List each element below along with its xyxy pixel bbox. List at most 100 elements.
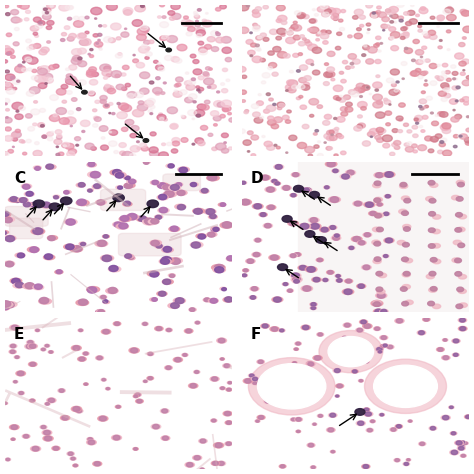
Circle shape — [35, 142, 39, 145]
Circle shape — [283, 185, 290, 190]
Circle shape — [402, 78, 404, 80]
Circle shape — [32, 69, 37, 73]
Circle shape — [220, 203, 226, 206]
Circle shape — [197, 104, 206, 110]
Circle shape — [377, 138, 383, 142]
Circle shape — [389, 7, 398, 13]
Circle shape — [332, 9, 341, 14]
Circle shape — [311, 64, 314, 65]
Circle shape — [71, 457, 75, 460]
Circle shape — [401, 389, 406, 392]
Ellipse shape — [101, 329, 111, 334]
Ellipse shape — [43, 436, 53, 441]
Circle shape — [317, 7, 326, 12]
Ellipse shape — [426, 197, 434, 201]
Ellipse shape — [441, 415, 450, 420]
Circle shape — [196, 30, 205, 36]
Ellipse shape — [377, 350, 383, 353]
Circle shape — [91, 146, 96, 150]
Circle shape — [314, 356, 321, 360]
Ellipse shape — [263, 375, 271, 380]
Ellipse shape — [364, 412, 373, 416]
Circle shape — [327, 161, 335, 167]
Circle shape — [443, 123, 448, 127]
Circle shape — [449, 406, 453, 409]
Circle shape — [56, 154, 60, 156]
Circle shape — [220, 358, 224, 360]
Circle shape — [55, 130, 62, 134]
Circle shape — [443, 339, 447, 341]
Circle shape — [264, 109, 270, 113]
Ellipse shape — [162, 247, 173, 253]
Circle shape — [91, 72, 99, 77]
Circle shape — [73, 246, 82, 252]
Circle shape — [269, 98, 273, 101]
Circle shape — [108, 287, 117, 293]
Circle shape — [366, 3, 373, 8]
Circle shape — [370, 136, 373, 137]
Circle shape — [378, 132, 383, 135]
Ellipse shape — [10, 325, 20, 330]
Ellipse shape — [374, 173, 384, 178]
Circle shape — [358, 284, 365, 288]
Circle shape — [218, 338, 225, 343]
Circle shape — [283, 54, 290, 58]
Ellipse shape — [458, 289, 466, 293]
Circle shape — [43, 14, 51, 19]
Circle shape — [161, 258, 170, 264]
Circle shape — [147, 99, 155, 104]
Ellipse shape — [46, 164, 56, 169]
Circle shape — [309, 19, 316, 23]
Circle shape — [455, 258, 462, 263]
Circle shape — [99, 126, 108, 131]
Circle shape — [102, 70, 112, 76]
Circle shape — [451, 450, 457, 455]
Circle shape — [67, 17, 72, 20]
Circle shape — [32, 447, 39, 451]
Ellipse shape — [76, 300, 89, 305]
Circle shape — [65, 117, 76, 124]
Circle shape — [109, 131, 111, 133]
Circle shape — [451, 117, 459, 122]
Circle shape — [337, 117, 345, 122]
Circle shape — [125, 176, 130, 180]
Circle shape — [132, 19, 142, 27]
Circle shape — [318, 333, 323, 336]
Circle shape — [439, 143, 446, 146]
Circle shape — [11, 425, 18, 429]
Circle shape — [430, 112, 433, 114]
Circle shape — [298, 53, 302, 55]
Circle shape — [172, 141, 180, 146]
Ellipse shape — [87, 189, 93, 191]
Circle shape — [312, 47, 322, 54]
Circle shape — [366, 59, 374, 64]
Circle shape — [247, 131, 253, 135]
Circle shape — [24, 18, 29, 21]
Circle shape — [10, 344, 16, 348]
Circle shape — [385, 111, 392, 115]
Circle shape — [293, 21, 297, 24]
Ellipse shape — [217, 338, 227, 343]
Circle shape — [305, 42, 312, 46]
Circle shape — [419, 106, 422, 108]
Circle shape — [137, 104, 148, 111]
Circle shape — [35, 35, 38, 37]
Ellipse shape — [173, 298, 185, 303]
Circle shape — [328, 428, 334, 432]
Circle shape — [211, 419, 216, 422]
Circle shape — [251, 135, 259, 140]
Circle shape — [382, 17, 389, 22]
Circle shape — [246, 5, 250, 7]
Circle shape — [47, 20, 54, 25]
Circle shape — [206, 12, 208, 14]
Circle shape — [23, 61, 25, 63]
Circle shape — [145, 56, 149, 59]
Circle shape — [166, 366, 171, 369]
Circle shape — [374, 198, 381, 202]
Ellipse shape — [455, 441, 464, 445]
Circle shape — [340, 107, 347, 111]
Circle shape — [383, 98, 388, 101]
Ellipse shape — [220, 358, 225, 360]
Ellipse shape — [325, 161, 337, 167]
Ellipse shape — [133, 395, 138, 398]
